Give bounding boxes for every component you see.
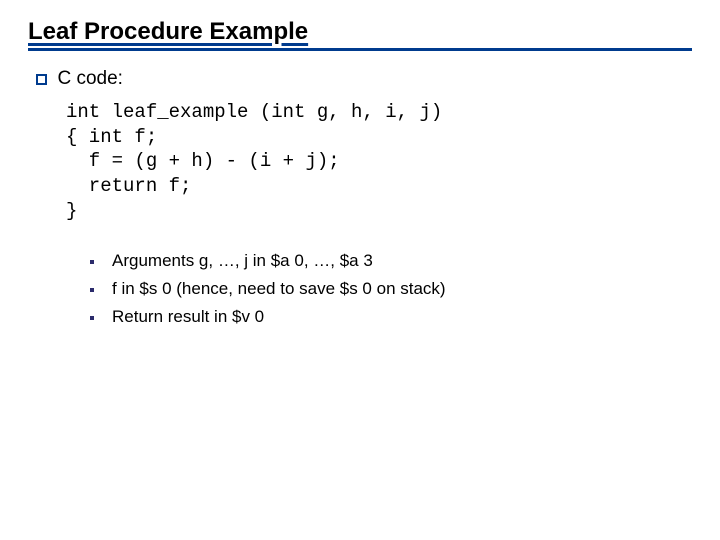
title-underline — [28, 48, 692, 51]
sub-list: Arguments g, …, j in $a 0, …, $a 3 f in … — [90, 251, 692, 327]
code-block: int leaf_example (int g, h, i, j) { int … — [66, 100, 692, 223]
section-c-code: C code: — [36, 68, 692, 90]
list-item: Return result in $v 0 — [90, 307, 692, 327]
slide-title: Leaf Procedure Example — [28, 18, 692, 46]
list-item: Arguments g, …, j in $a 0, …, $a 3 — [90, 251, 692, 271]
list-item: f in $s 0 (hence, need to save $s 0 on s… — [90, 279, 692, 299]
section-label: C code: — [57, 68, 122, 89]
square-bullet-icon — [36, 74, 47, 85]
